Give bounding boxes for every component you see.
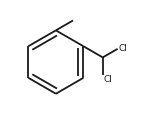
Text: Cl: Cl <box>118 44 127 53</box>
Text: Cl: Cl <box>103 75 112 84</box>
